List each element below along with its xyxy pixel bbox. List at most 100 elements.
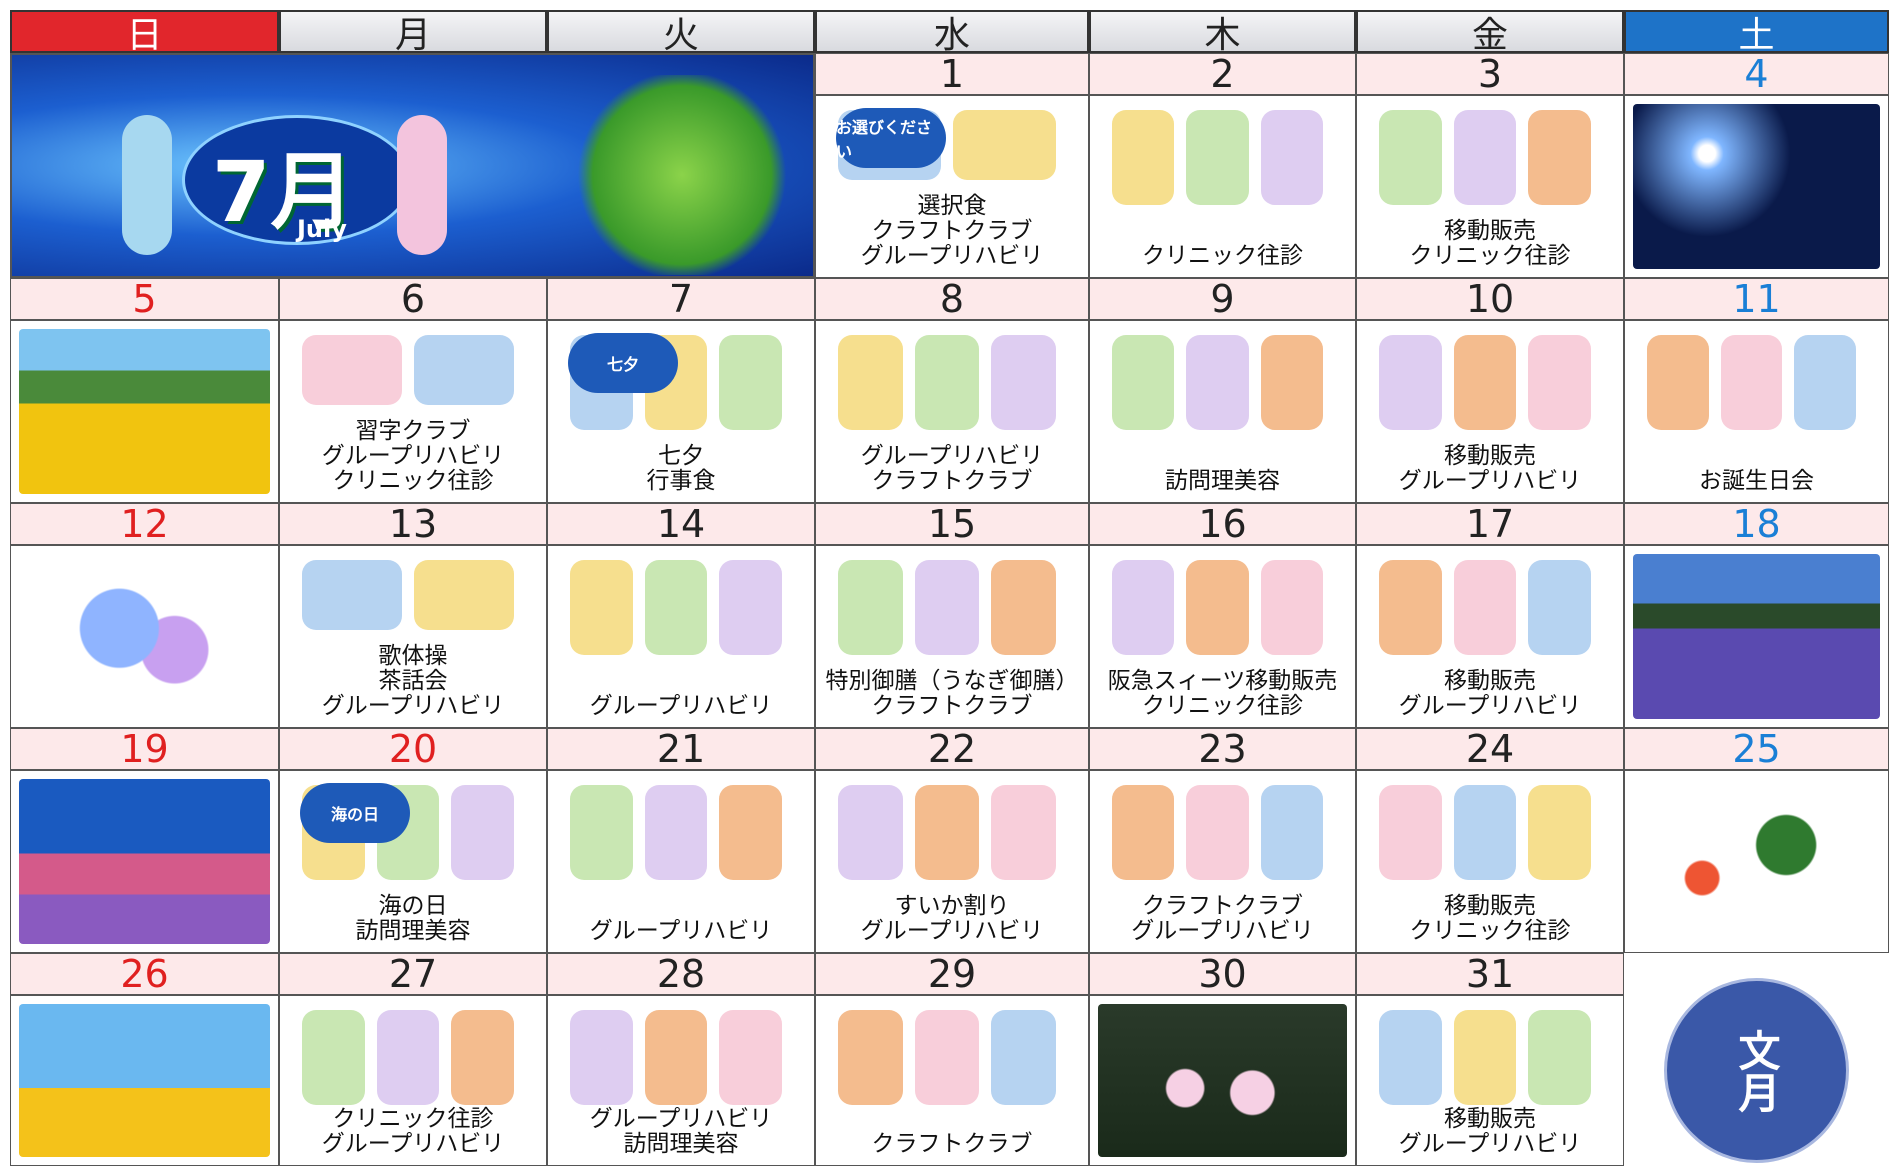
activity: 海の日	[378, 893, 448, 919]
day-cell: クリニック往診	[1089, 95, 1356, 278]
activity: 訪問理美容	[623, 1131, 739, 1157]
day-number: 20	[279, 727, 547, 771]
activity-list: 選択食 クラフトクラブ グループリハビリ	[816, 194, 1088, 269]
activity-list: クリニック往診 グループリハビリ	[280, 1107, 546, 1157]
illustration	[1379, 785, 1442, 880]
day-cell	[10, 995, 279, 1166]
illustration	[1453, 110, 1517, 205]
illustration	[1186, 785, 1249, 880]
activity-list: 訪問理美容	[1090, 469, 1355, 494]
day-cell: クリニック往診 グループリハビリ	[279, 995, 547, 1166]
corner-cell: 文月	[1624, 953, 1889, 1166]
activity: グループリハビリ	[321, 693, 505, 719]
weekday-header: 金	[1356, 10, 1624, 56]
banner-month: 7月	[212, 143, 355, 241]
activity: グループリハビリ	[1398, 468, 1582, 494]
activity-list: すいか割り グループリハビリ	[816, 894, 1088, 944]
day-cell: クラフトクラブ グループリハビリ	[1089, 770, 1356, 953]
day-number: 11	[1624, 277, 1889, 321]
illustration	[1260, 785, 1323, 880]
day-number: 22	[815, 727, 1089, 771]
illustration	[991, 560, 1056, 655]
activity-list: 移動販売 グループリハビリ	[1357, 444, 1623, 494]
activity: グループリハビリ	[321, 1131, 505, 1157]
illustration	[838, 335, 903, 430]
day-number: 10	[1356, 277, 1624, 321]
day-cell: 移動販売 クリニック往診	[1356, 770, 1624, 953]
illustration	[302, 335, 402, 405]
illustration	[1528, 335, 1591, 430]
illustration-badge: 七夕	[568, 333, 678, 393]
illustration	[414, 335, 514, 405]
activity-list: クラフトクラブ	[816, 1132, 1088, 1157]
activity: お誕生日会	[1699, 468, 1814, 494]
activity: 行事食	[646, 468, 716, 494]
day-cell: すいか割り グループリハビリ	[815, 770, 1089, 953]
illustration	[1453, 785, 1517, 880]
activity: グループリハビリ	[860, 243, 1044, 269]
activity: 移動販売	[1444, 893, 1536, 919]
illustration	[991, 335, 1056, 430]
illustration	[914, 335, 980, 430]
illustration	[1528, 785, 1591, 880]
activity: クリニック往診	[332, 468, 494, 494]
illustration	[991, 785, 1056, 880]
activity: グループリハビリ	[860, 918, 1044, 944]
activity-list: グループリハビリ	[548, 919, 814, 944]
day-number: 29	[815, 952, 1089, 996]
day-number: 24	[1356, 727, 1624, 771]
activity-list: グループリハビリ クラフトクラブ	[816, 444, 1088, 494]
illustration	[914, 785, 980, 880]
day-number: 14	[547, 502, 815, 546]
illustration	[1186, 335, 1249, 430]
illustration	[1186, 110, 1249, 205]
activity: 選択食	[917, 193, 987, 219]
activity: クラフトクラブ	[1142, 893, 1303, 919]
day-number: 18	[1624, 502, 1889, 546]
weekday-header: 月	[279, 10, 547, 56]
illustration	[1379, 110, 1442, 205]
illustration	[644, 1010, 708, 1105]
illustration	[719, 785, 782, 880]
day-number: 27	[279, 952, 547, 996]
day-number: 16	[1089, 502, 1356, 546]
weekday-header: 土	[1624, 10, 1889, 56]
illustration	[451, 785, 514, 880]
illustration	[1453, 335, 1517, 430]
day-number: 26	[10, 952, 279, 996]
weekday-header: 日	[10, 10, 279, 56]
day-number: 31	[1356, 952, 1624, 996]
weekday-header: 火	[547, 10, 815, 56]
day-number: 28	[547, 952, 815, 996]
day-cell	[1089, 995, 1356, 1166]
bamboo	[572, 75, 792, 275]
illustration	[1260, 335, 1323, 430]
illustration-badge: 海の日	[300, 783, 410, 843]
weekday-header: 木	[1089, 10, 1356, 56]
illustration	[1112, 785, 1175, 880]
activity-list: 移動販売 クリニック往診	[1357, 894, 1623, 944]
activity: クリニック往診	[1142, 693, 1303, 719]
day-number: 4	[1624, 52, 1889, 96]
illustration	[644, 785, 708, 880]
day-cell	[1624, 545, 1889, 728]
activity: クリニック往診	[1409, 918, 1571, 944]
illustration	[838, 1010, 903, 1105]
day-number: 2	[1089, 52, 1356, 96]
day-picture	[1098, 1004, 1347, 1157]
activity: クリニック往診	[1142, 243, 1303, 269]
activity-list: グループリハビリ	[548, 694, 814, 719]
day-number: 7	[547, 277, 815, 321]
day-cell: グループリハビリ 訪問理美容	[547, 995, 815, 1166]
activity: グループリハビリ	[589, 918, 773, 944]
day-number: 19	[10, 727, 279, 771]
activity: すいか割り	[894, 893, 1010, 919]
activity-list: 習字クラブ グループリハビリ クリニック往診	[280, 419, 546, 494]
day-number: 5	[10, 277, 279, 321]
illustration	[1186, 560, 1249, 655]
day-number: 1	[815, 52, 1089, 96]
day-cell: お選びください 選択食 クラフトクラブ グループリハビリ	[815, 95, 1089, 278]
activity: 阪急スィーツ移動販売	[1107, 668, 1338, 694]
activity: 訪問理美容	[355, 918, 471, 944]
activity: 訪問理美容	[1165, 468, 1280, 494]
